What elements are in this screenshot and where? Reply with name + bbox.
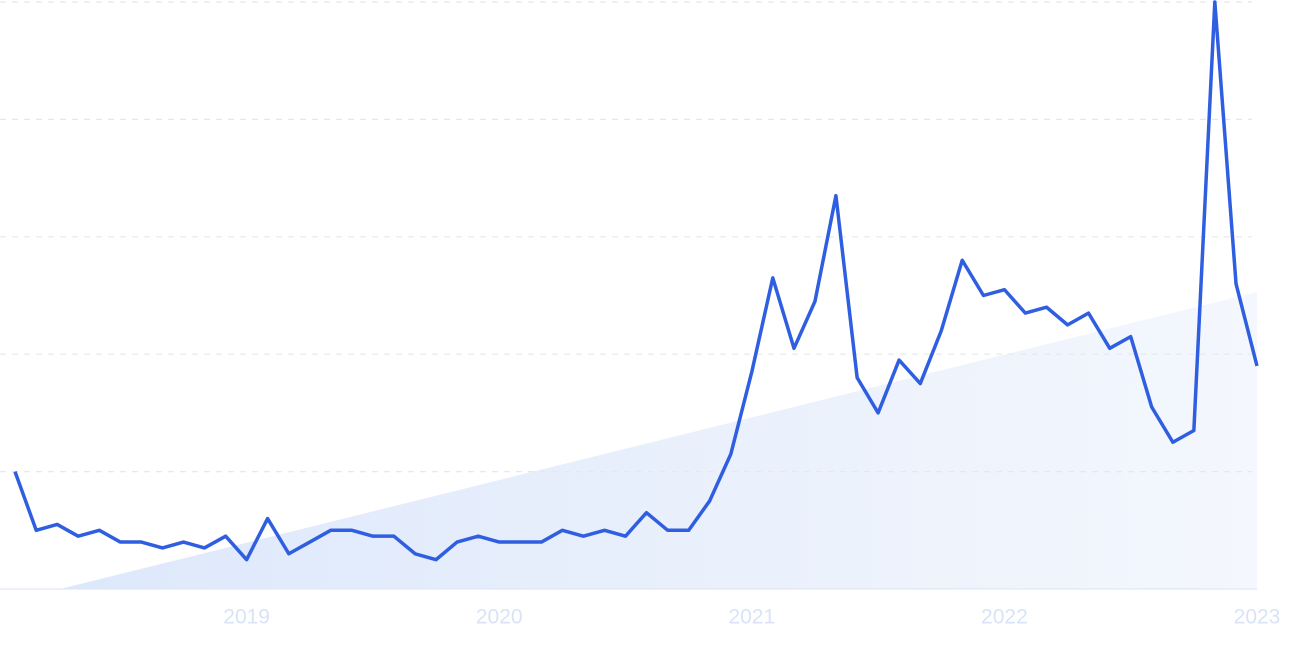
x-tick-label: 2023 <box>1234 606 1281 629</box>
x-tick-label: 2019 <box>223 606 270 629</box>
line <box>13 0 1259 562</box>
x-tick-label: 2020 <box>476 606 523 629</box>
trend-area <box>60 292 1257 589</box>
x-tick-label: 2022 <box>981 606 1028 629</box>
x-tick-label: 2021 <box>728 606 775 629</box>
